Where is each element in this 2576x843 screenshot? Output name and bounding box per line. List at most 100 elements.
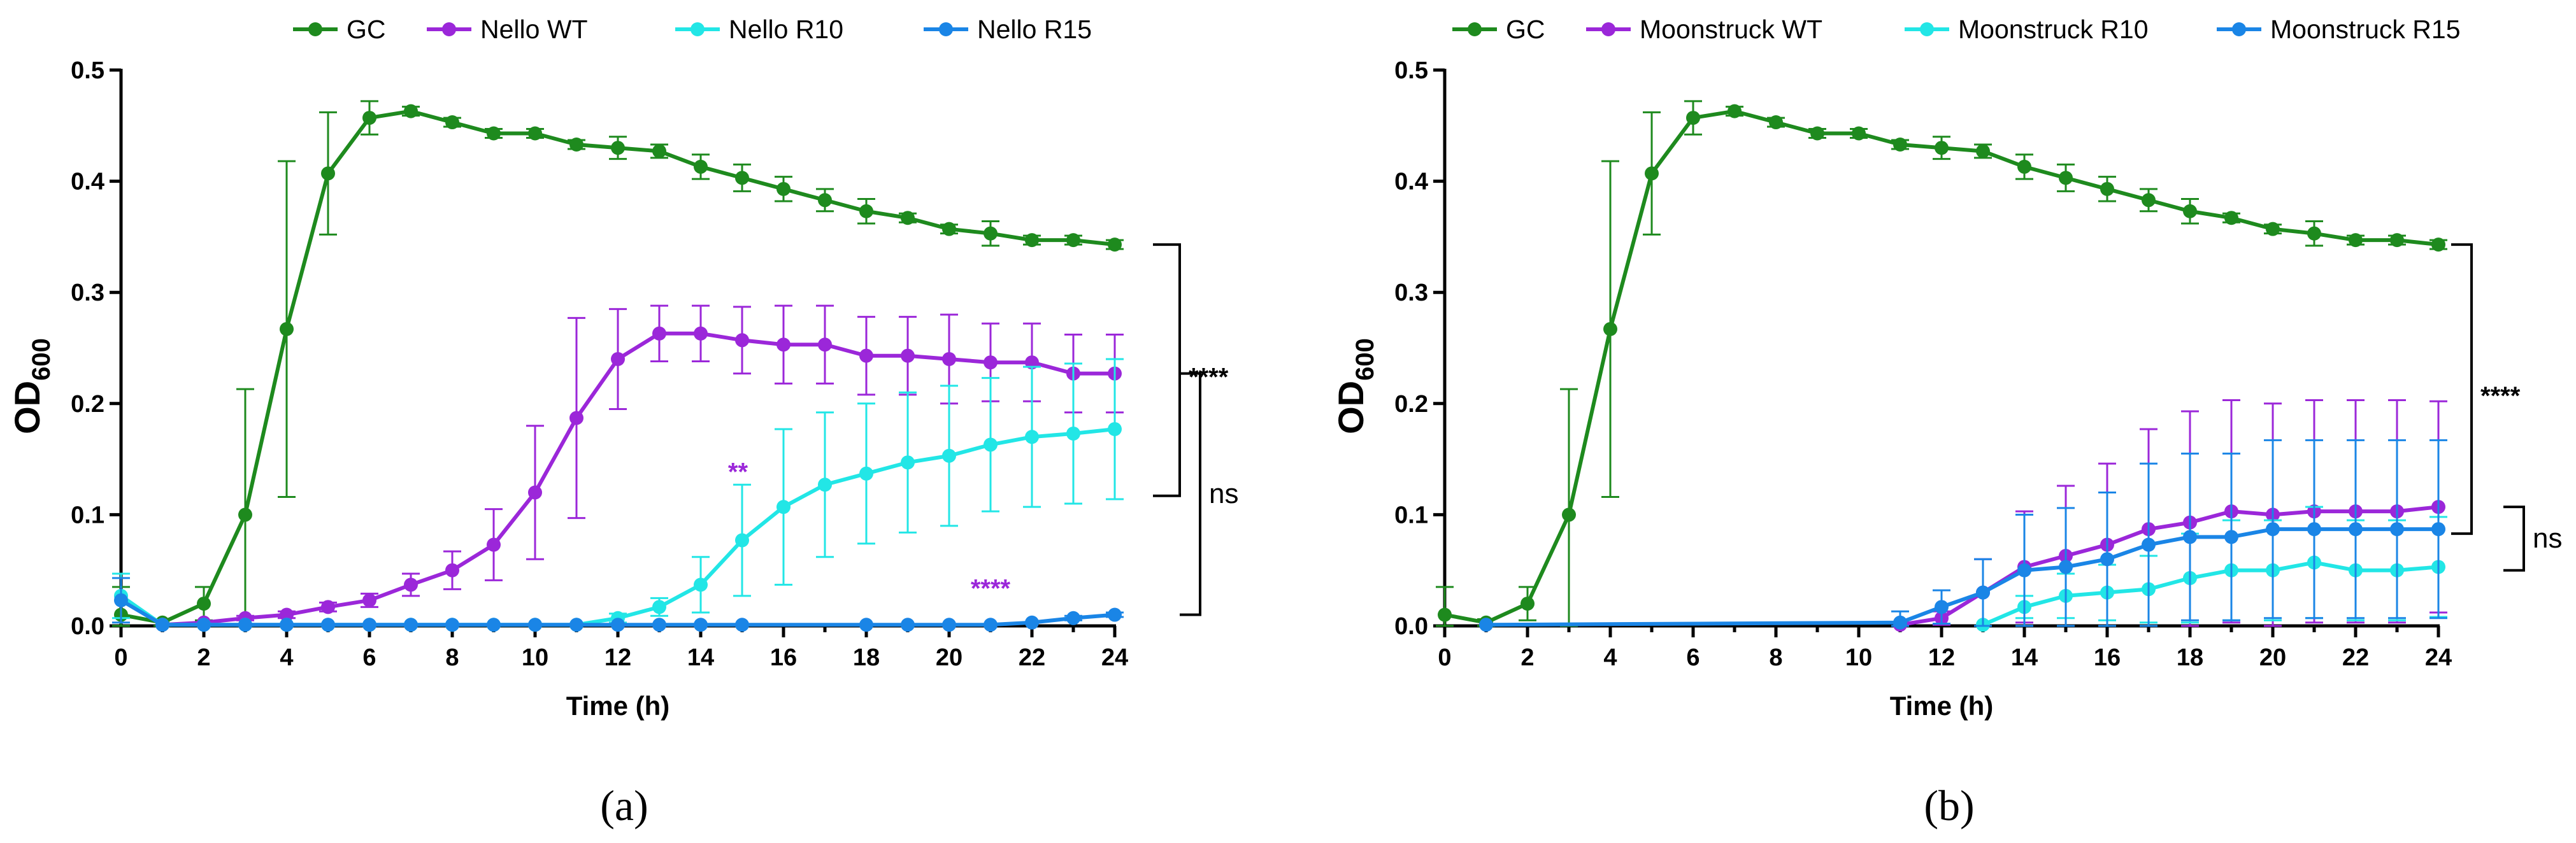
data-point [2431,237,2445,252]
x-axis-title: Time (h) [1890,691,1994,721]
legend: GC Moonstruck WT Moonstruck R10 Moonstruck … [1452,15,2461,44]
data-point [735,333,749,348]
x-tick-label: 2 [197,644,210,671]
legend-label: Moonstruck WT [1640,15,1822,44]
y-axis-title-subscript: 600 [27,338,55,381]
data-point [2183,204,2197,218]
data-point [859,618,873,632]
significance-bracket: **** [1153,243,1229,497]
y-tick-label: 0.1 [71,502,104,528]
data-point [1025,430,1039,444]
y-tick-label: 0.0 [71,613,104,640]
data-point [321,166,335,181]
x-tick-label: 18 [2177,644,2203,671]
data-point [942,351,956,366]
data-point [528,485,542,500]
series-line [1485,527,2438,627]
data-point [984,437,998,452]
bracket-label: ns [1209,478,1238,509]
y-axis-title: OD600 [7,338,55,434]
data-point [2100,181,2114,196]
data-point [942,448,956,463]
x-axis-title: Time (h) [566,691,670,721]
data-point [1852,126,1866,141]
x-tick-label: 8 [445,644,459,671]
legend-item-nello-wt: Nello WT [427,15,588,44]
data-point [1562,507,1576,522]
data-point [528,618,542,632]
legend-label: GC [1506,15,1545,44]
x-tick-label: 14 [687,644,714,671]
data-point [818,193,832,208]
data-point [2431,522,2445,537]
data-point [487,126,501,141]
x-tick-label: 8 [1769,644,1782,671]
data-point [487,618,501,632]
series-gc [112,100,1124,630]
y-tick-label: 0.3 [1394,280,1428,306]
data-point [1893,137,1907,152]
data-point [2142,537,2156,552]
data-point [1935,600,1949,614]
bracket-line [1180,372,1201,616]
data-point [2224,530,2238,544]
data-point [1479,618,1493,632]
legend: GC Nello WT Nello R10 Nello R15 [293,15,1092,44]
data-point [280,322,294,336]
legend-item-nello-r10: Nello R10 [675,15,843,44]
y-tick-label: 0.5 [71,57,104,84]
x-tick-label: 20 [936,644,962,671]
data-point [694,159,708,174]
data-point [238,507,252,522]
bracket-line [2451,243,2473,535]
data-point [942,222,956,236]
data-point [155,618,169,632]
data-point [445,563,459,577]
data-point [1066,233,1080,248]
legend-item-moonstruck-r10: Moonstruck R10 [1905,15,2149,44]
data-point [2390,522,2404,537]
significance-bracket: **** [2451,243,2521,535]
data-point [1810,126,1824,141]
bracket-line [1153,243,1181,497]
legend-item-gc: GC [1452,15,1545,44]
data-point [362,111,376,125]
panel-label: (a) [600,781,648,830]
data-point [2183,530,2197,544]
series-line [120,427,1115,627]
data-point [776,337,791,352]
x-tick-label: 14 [2011,644,2038,671]
significance-annotation: ** [728,458,748,486]
data-point [694,577,708,592]
data-point [487,537,501,552]
data-point [2017,159,2031,174]
data-point [2059,171,2073,185]
data-point [404,577,418,592]
x-tick-label: 16 [2094,644,2121,671]
data-point [652,144,666,159]
panel-b: 0.00.10.20.30.40.50 2 4 6 8 10 12 14 16 18 20 22 24T… [1331,15,2562,830]
data-point [1108,422,1122,436]
legend-marker [2232,22,2246,36]
data-point [694,326,708,341]
legend-item-moonstruck-r15: Moonstruck R15 [2217,15,2461,44]
x-tick-label: 12 [605,644,631,671]
bracket-line [2503,506,2525,572]
x-tick-label: 10 [522,644,548,671]
y-tick-label: 0.4 [1394,169,1428,195]
x-tick-label: 18 [853,644,880,671]
y-tick-label: 0.2 [1394,391,1428,418]
data-point [197,597,211,611]
x-tick-label: 16 [770,644,797,671]
x-tick-label: 12 [1928,644,1955,671]
y-axis-title-subscript: 600 [1351,338,1379,381]
data-point [735,618,749,632]
y-tick-label: 0.4 [71,169,104,195]
data-point [735,533,749,548]
data-point [2017,563,2031,577]
data-point [2059,560,2073,574]
legend-item-nello-r15: Nello R15 [924,15,1092,44]
legend-marker [939,22,953,36]
legend-item-moonstruck-wt: Moonstruck WT [1586,15,1822,44]
